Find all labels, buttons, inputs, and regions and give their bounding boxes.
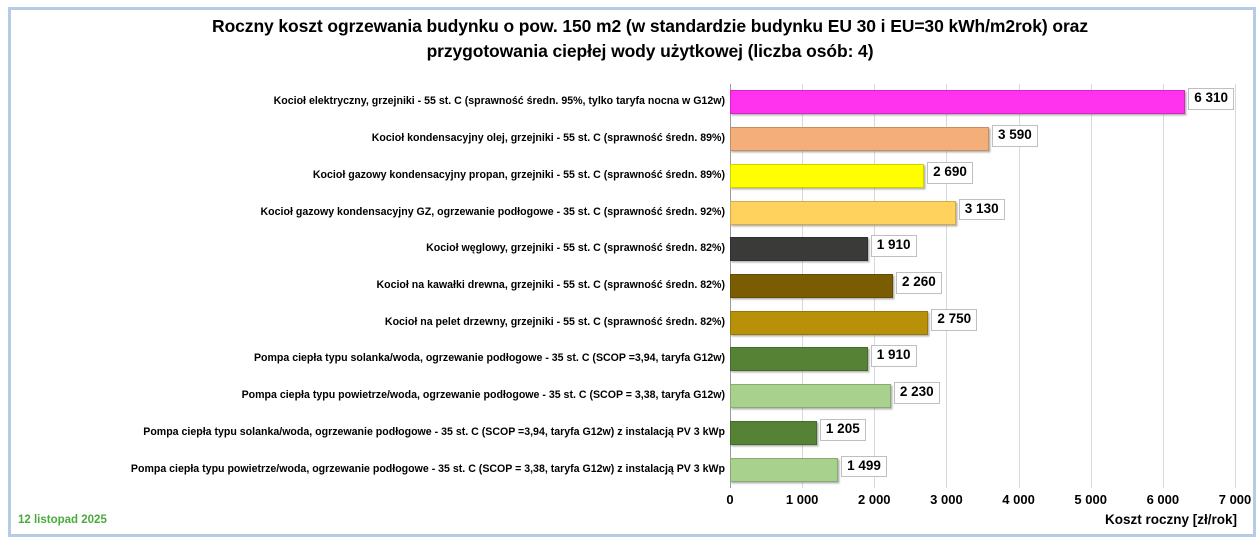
bar-row[interactable]: 2 750 (730, 304, 1235, 341)
bar-value-label: 2 690 (927, 161, 973, 184)
date-stamp: 12 listopad 2025 (18, 514, 107, 526)
value-axis-tick: 0 (726, 492, 734, 507)
frame-border-left (8, 7, 11, 537)
value-axis-tick: 5 000 (1074, 492, 1107, 507)
category-label: Pompa ciepła typu powietrze/woda, ogrzew… (130, 462, 725, 475)
bar-value-label: 2 260 (896, 271, 942, 294)
bar-row[interactable]: 2 690 (730, 157, 1235, 194)
bar[interactable] (730, 90, 1186, 115)
value-axis-tick: 6 000 (1146, 492, 1180, 507)
category-label: Kocioł elektryczny, grzejniki - 55 st. C… (273, 95, 725, 108)
bar[interactable] (730, 384, 891, 409)
bar-value-label: 1 205 (819, 418, 866, 441)
bar-value-label: 1 910 (870, 235, 917, 258)
plot-area: 6 310 3 590 2 690 3 130 1 910 2 260 2 750 1 910… (730, 84, 1236, 488)
bar-value-label: 2 750 (931, 308, 978, 331)
bar[interactable] (730, 273, 894, 298)
bar-value-label: 3 590 (991, 125, 1038, 147)
bar-row[interactable]: 2 260 (730, 268, 1235, 305)
value-axis-tick-labels: 0 1 000 2 000 3 000 4 000 5 000 6 000 7 000 (726, 492, 1251, 512)
bar-row[interactable]: 6 310 (730, 84, 1235, 121)
bar-value-label: 2 230 (893, 382, 940, 405)
bar-value-label: 6 310 (1188, 88, 1235, 111)
category-label: Kocioł kondensacyjny olej, grzejniki - 5… (371, 132, 725, 145)
bar[interactable] (730, 347, 868, 372)
bar[interactable] (730, 310, 929, 335)
bar-row[interactable]: 2 230 (730, 378, 1235, 415)
category-label: Pompa ciepła typu powietrze/woda, ogrzew… (241, 389, 725, 402)
bar-value-label: 1 910 (870, 345, 917, 368)
gridline (1235, 84, 1236, 488)
value-axis-tick: 4 000 (1002, 492, 1035, 507)
frame-border-right (1253, 7, 1256, 537)
category-label: Pompa ciepła typu solanka/woda, ogrzewan… (253, 352, 725, 365)
bar[interactable] (730, 163, 925, 188)
gridline (1090, 84, 1092, 488)
value-axis-tick: 3 000 (930, 492, 963, 507)
bar-row[interactable]: 3 590 (730, 121, 1235, 158)
bar[interactable] (730, 127, 989, 152)
bar-row[interactable]: 1 910 (730, 341, 1235, 378)
bar-value-label: 1 499 (841, 455, 887, 478)
category-label: Kocioł gazowy kondensacyjny propan, grze… (312, 168, 725, 181)
bar-row[interactable]: 1 499 (730, 451, 1235, 488)
bar-row[interactable]: 1 205 (730, 415, 1235, 452)
category-label: Kocioł gazowy kondensacyjny GZ, ogrzewan… (260, 205, 725, 218)
bar[interactable] (730, 200, 956, 225)
chart-title: Roczny koszt ogrzewania budynku o pow. 1… (120, 14, 1180, 64)
category-label: Pompa ciepła typu solanka/woda, ogrzewan… (143, 425, 725, 438)
bar[interactable] (730, 457, 839, 482)
value-axis-tick: 7 000 (1218, 492, 1252, 507)
category-axis-labels: Kocioł elektryczny, grzejniki - 55 st. C… (105, 84, 725, 488)
gridline (1162, 84, 1164, 488)
chart-title-line-1: Roczny koszt ogrzewania budynku o pow. 1… (212, 16, 1088, 36)
value-axis-tick: 2 000 (858, 492, 891, 507)
bar-row[interactable]: 1 910 (730, 231, 1235, 268)
frame-border-top (8, 7, 1256, 10)
category-label: Kocioł węglowy, grzejniki - 55 st. C (sp… (426, 242, 725, 255)
value-axis-title: Koszt roczny [zł/rok] (1104, 512, 1237, 527)
bar[interactable] (730, 420, 817, 445)
category-label: Kocioł na pelet drzewny, grzejniki - 55 … (384, 315, 725, 328)
gridline (1018, 84, 1020, 488)
chart-title-line-2: przygotowania ciepłej wody użytkowej (li… (426, 40, 874, 61)
frame-border-bottom (8, 534, 1256, 537)
bar-value-label: 3 130 (958, 198, 1005, 221)
value-axis-tick: 1 000 (785, 492, 819, 507)
gridline (946, 84, 948, 488)
bar[interactable] (730, 237, 868, 262)
category-label: Kocioł na kawałki drewna, grzejniki - 55… (376, 279, 725, 291)
bar-row[interactable]: 3 130 (730, 194, 1235, 231)
